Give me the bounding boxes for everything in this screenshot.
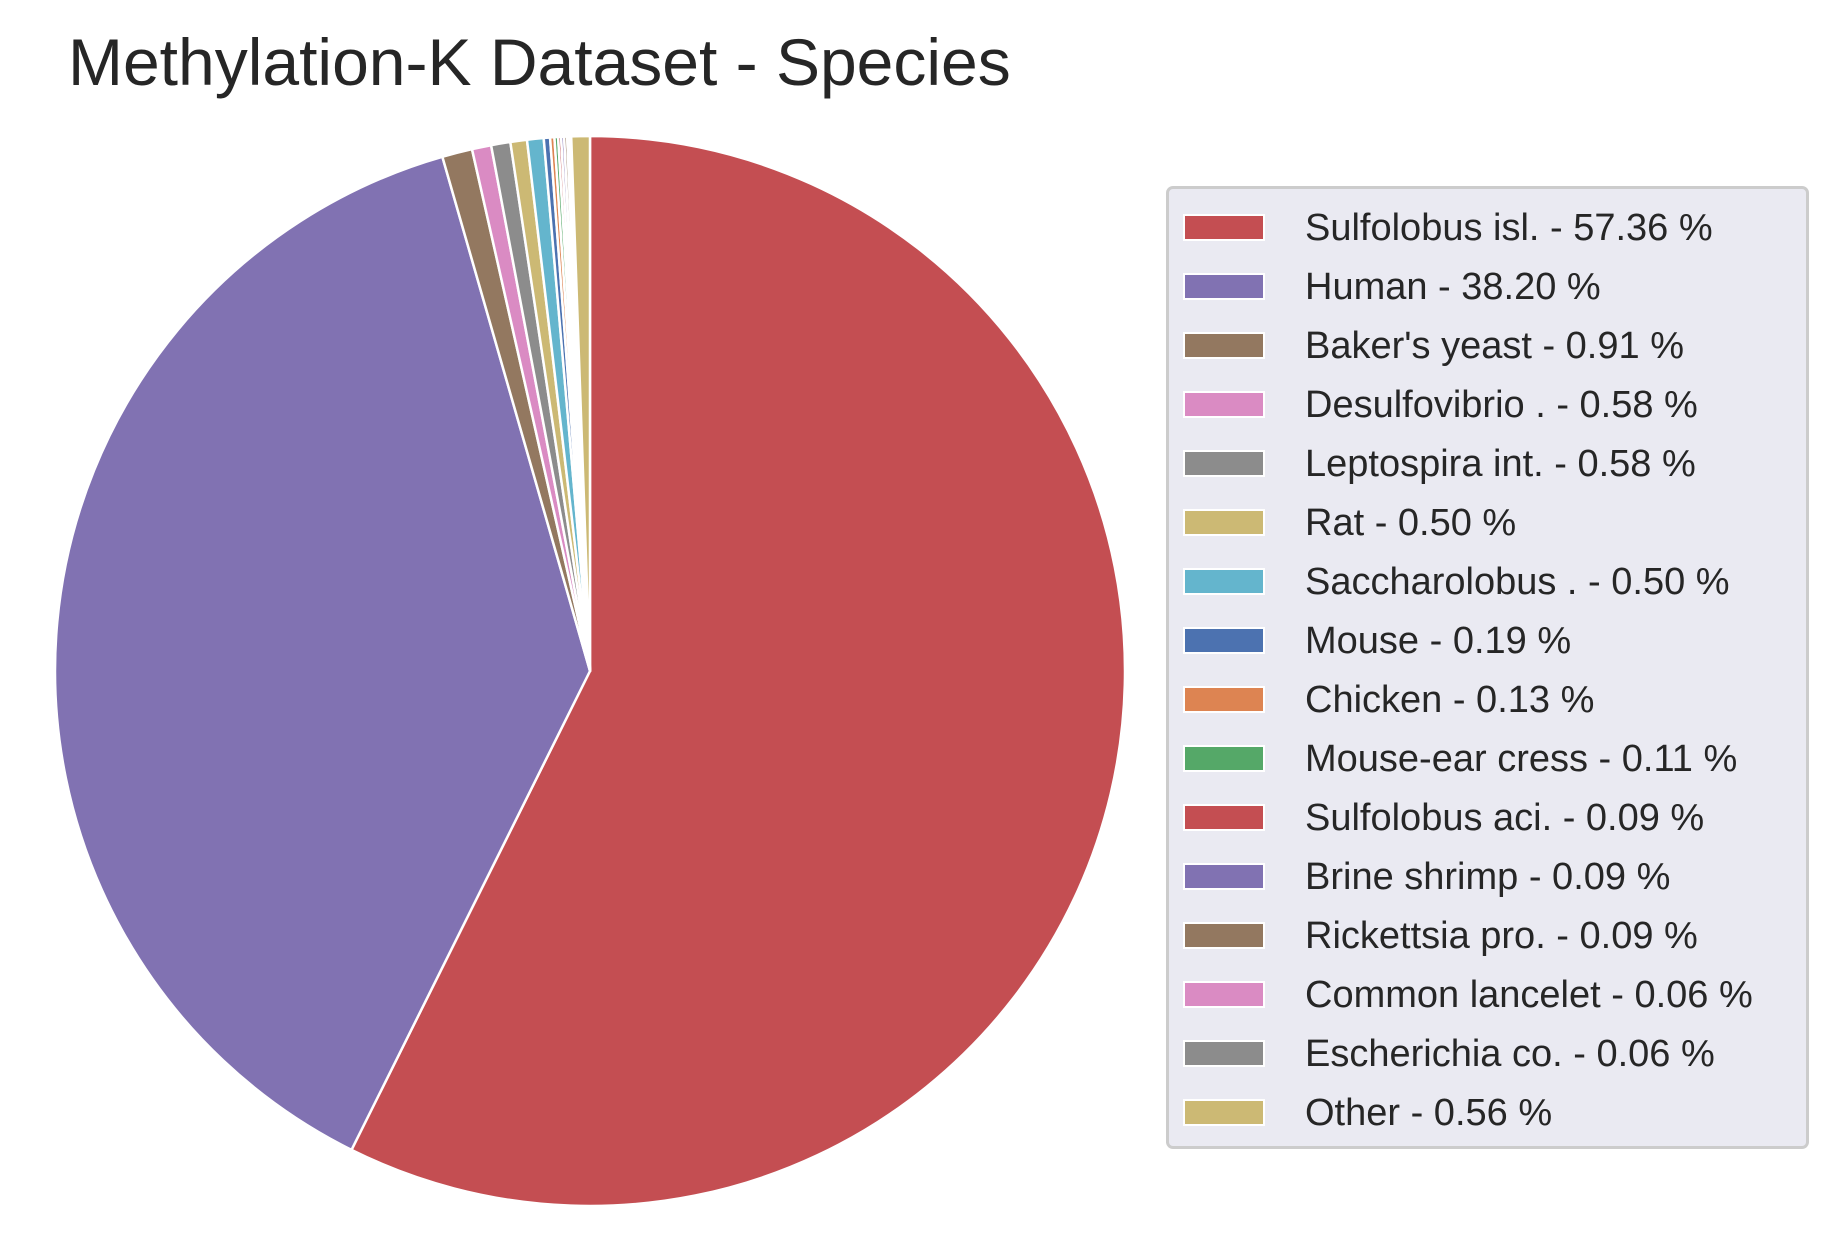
legend-label: Other - 0.56 %	[1305, 1092, 1553, 1134]
legend-item: Sulfolobus isl. - 57.36 %	[1169, 203, 1806, 262]
legend-item: Human - 38.20 %	[1169, 262, 1806, 321]
legend-label: Mouse - 0.19 %	[1305, 620, 1572, 662]
legend-swatch	[1183, 450, 1265, 477]
legend-item: Other - 0.56 %	[1169, 1088, 1806, 1147]
legend-swatch	[1183, 981, 1265, 1008]
legend-item: Rickettsia pro. - 0.09 %	[1169, 911, 1806, 970]
legend-swatch	[1183, 391, 1265, 418]
legend-label: Mouse-ear cress - 0.11 %	[1305, 738, 1738, 780]
legend-item: Baker's yeast - 0.91 %	[1169, 321, 1806, 380]
legend-item: Common lancelet - 0.06 %	[1169, 970, 1806, 1029]
legend-item: Desulfovibrio . - 0.58 %	[1169, 380, 1806, 439]
legend-item: Brine shrimp - 0.09 %	[1169, 852, 1806, 911]
legend-item: Mouse - 0.19 %	[1169, 616, 1806, 675]
legend-swatch	[1183, 332, 1265, 359]
legend-label: Chicken - 0.13 %	[1305, 679, 1595, 721]
legend-label: Saccharolobus . - 0.50 %	[1305, 561, 1730, 603]
pie-slice-0	[350, 134, 1127, 1208]
legend-item: Mouse-ear cress - 0.11 %	[1169, 734, 1806, 793]
legend-label: Rickettsia pro. - 0.09 %	[1305, 915, 1698, 957]
legend-label: Desulfovibrio . - 0.58 %	[1305, 384, 1698, 426]
legend-swatch	[1183, 1040, 1265, 1067]
legend-swatch	[1183, 568, 1265, 595]
legend-swatch	[1183, 804, 1265, 831]
legend-label: Sulfolobus isl. - 57.36 %	[1305, 207, 1713, 249]
legend-swatch	[1183, 214, 1265, 241]
legend-label: Rat - 0.50 %	[1305, 502, 1517, 544]
legend-item: Saccharolobus . - 0.50 %	[1169, 557, 1806, 616]
legend-label: Baker's yeast - 0.91 %	[1305, 325, 1684, 367]
legend-swatch	[1183, 686, 1265, 713]
legend-swatch	[1183, 1099, 1265, 1126]
legend-swatch	[1183, 922, 1265, 949]
legend-item: Escherichia co. - 0.06 %	[1169, 1029, 1806, 1088]
chart-legend: Sulfolobus isl. - 57.36 % Human - 38.20 %…	[1166, 186, 1809, 1149]
legend-item: Sulfolobus aci. - 0.09 %	[1169, 793, 1806, 852]
legend-label: Leptospira int. - 0.58 %	[1305, 443, 1696, 485]
legend-item: Rat - 0.50 %	[1169, 498, 1806, 557]
legend-label: Brine shrimp - 0.09 %	[1305, 856, 1671, 898]
legend-swatch	[1183, 627, 1265, 654]
legend-swatch	[1183, 745, 1265, 772]
legend-item: Leptospira int. - 0.58 %	[1169, 439, 1806, 498]
legend-label: Escherichia co. - 0.06 %	[1305, 1033, 1715, 1075]
legend-item: Chicken - 0.13 %	[1169, 675, 1806, 734]
legend-swatch	[1183, 863, 1265, 890]
pie-slice-15	[569, 134, 592, 673]
legend-label: Sulfolobus aci. - 0.09 %	[1305, 797, 1705, 839]
legend-swatch	[1183, 273, 1265, 300]
legend-swatch	[1183, 509, 1265, 536]
legend-label: Human - 38.20 %	[1305, 266, 1601, 308]
legend-label: Common lancelet - 0.06 %	[1305, 974, 1753, 1016]
pie-slice-1	[53, 155, 592, 1152]
chart-title: Methylation-K Dataset - Species	[68, 25, 1011, 99]
